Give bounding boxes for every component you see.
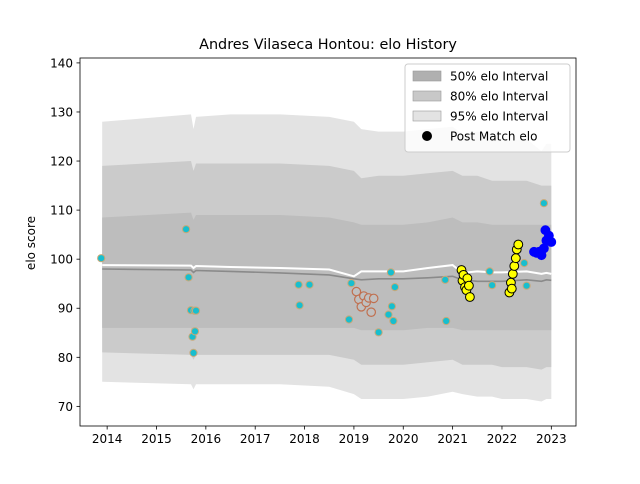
post-match-point-teal	[294, 280, 303, 289]
post-match-point-salmon	[366, 307, 376, 317]
x-tick-label: 2020	[388, 432, 419, 446]
plot-area	[97, 114, 557, 402]
post-match-point-teal	[189, 348, 198, 357]
x-tick-label: 2022	[487, 432, 518, 446]
post-match-point-teal	[441, 275, 450, 284]
post-match-point-teal	[442, 316, 451, 326]
post-match-point-teal	[97, 254, 106, 263]
post-match-point-yellow	[507, 269, 518, 279]
post-match-point-teal	[182, 225, 191, 234]
x-tick-label: 2015	[141, 432, 172, 446]
post-match-point-teal	[387, 302, 396, 311]
legend-marker	[422, 131, 432, 141]
post-match-point-blue	[546, 237, 557, 247]
post-match-point-teal	[485, 267, 494, 276]
legend-label: Post Match elo	[450, 130, 537, 144]
legend-box	[404, 63, 571, 153]
legend-label: 95% elo Interval	[450, 110, 548, 124]
x-tick-label: 2021	[437, 432, 468, 446]
post-match-point-yellow	[506, 283, 517, 294]
post-match-point-teal	[344, 315, 354, 324]
y-tick-label: 130	[50, 105, 73, 119]
legend-swatch	[412, 90, 442, 102]
post-match-point-yellow	[513, 239, 524, 250]
post-match-point-teal	[390, 283, 399, 292]
legend-label: 50% elo Interval	[450, 70, 548, 84]
y-tick-label: 110	[50, 204, 73, 218]
post-match-point-teal	[384, 310, 393, 319]
post-match-point-teal	[305, 280, 314, 289]
post-match-point-teal	[295, 301, 304, 310]
post-match-point-salmon	[368, 293, 379, 304]
mean-elo-line	[102, 264, 552, 278]
post-match-point-teal	[374, 328, 383, 337]
legend-swatch	[412, 110, 442, 122]
y-tick-label: 80	[58, 351, 73, 365]
y-tick-label: 100	[50, 253, 73, 267]
post-match-point-teal	[190, 327, 200, 336]
axes: 2014 2015 2016 2017 2018 2019 2020 2021 2022 2023…	[50, 56, 577, 446]
post-match-point-yellow	[509, 261, 520, 271]
y-tick-label: 140	[50, 56, 73, 70]
post-match-point-teal	[522, 281, 531, 290]
post-match-point-teal	[347, 279, 356, 288]
x-tick-label: 2018	[289, 432, 320, 446]
plot-frame	[79, 57, 577, 427]
median-elo-line	[102, 268, 552, 283]
legend-label: 80% elo Interval	[450, 90, 548, 104]
post-match-point-teal	[191, 306, 201, 315]
legend: 50% elo Interval 80% elo Interval 95% elo …	[404, 63, 571, 153]
legend-swatch	[412, 70, 442, 82]
x-tick-label: 2019	[339, 432, 370, 446]
post-match-point-teal	[488, 281, 497, 290]
post-match-point-yellow	[464, 280, 474, 291]
band-50-interval	[102, 212, 552, 333]
y-tick-label: 70	[58, 400, 73, 414]
post-match-point-teal	[539, 199, 549, 208]
post-match-point-yellow	[510, 253, 521, 264]
y-tick-label: 90	[58, 302, 73, 316]
x-tick-label: 2016	[191, 432, 222, 446]
post-match-point-teal	[520, 259, 529, 268]
post-match-point-teal	[184, 273, 193, 282]
y-tick-label: 120	[50, 155, 73, 169]
post-match-point-teal	[389, 316, 398, 326]
post-match-point-teal	[386, 268, 395, 277]
x-tick-label: 2017	[240, 432, 271, 446]
x-tick-label: 2014	[92, 432, 123, 446]
x-tick-label: 2023	[536, 432, 567, 446]
post-match-point-yellow	[465, 292, 475, 302]
chart-title: Andres Vilaseca Hontou: elo History	[199, 37, 457, 53]
y-axis-label: elo score	[24, 216, 38, 270]
